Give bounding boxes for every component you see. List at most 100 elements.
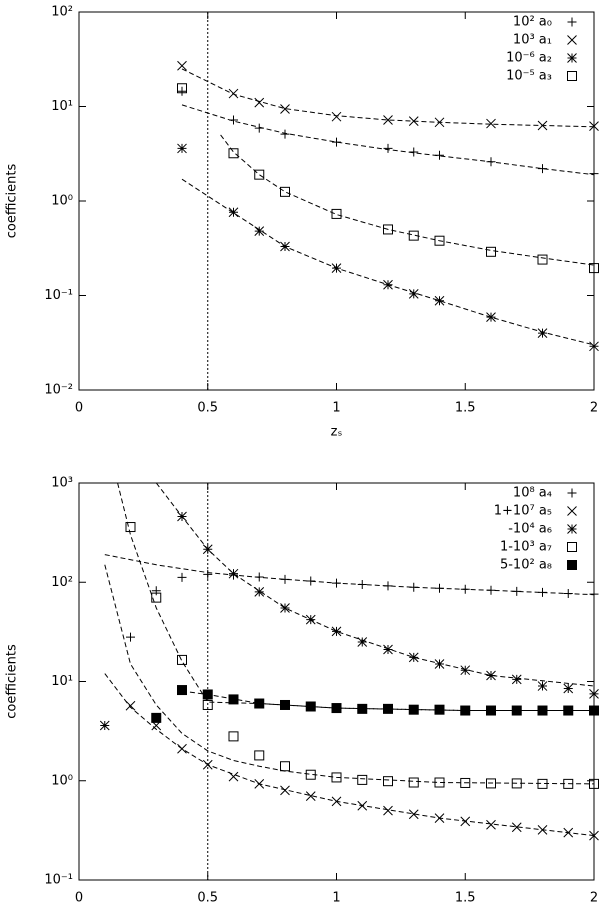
marker-square bbox=[305, 769, 316, 780]
legend-label: 1+10⁷ a₅ bbox=[494, 504, 552, 519]
marker-star bbox=[305, 614, 316, 625]
marker-filled-square bbox=[434, 704, 445, 715]
marker-square bbox=[177, 83, 187, 94]
marker-plus bbox=[563, 589, 573, 599]
marker-star bbox=[460, 665, 471, 676]
marker-filled-square bbox=[408, 704, 419, 715]
marker-cross bbox=[486, 819, 496, 830]
marker-plus bbox=[512, 586, 522, 596]
marker-plus bbox=[383, 143, 393, 153]
marker-filled-square bbox=[486, 705, 496, 716]
marker-square bbox=[486, 246, 496, 257]
marker-plus bbox=[435, 150, 444, 160]
marker-square bbox=[434, 777, 445, 788]
marker-star bbox=[434, 295, 445, 306]
marker-square bbox=[408, 230, 419, 241]
legend-label: 10⁻⁶ a₂ bbox=[506, 51, 552, 66]
legend-marker bbox=[567, 488, 577, 498]
marker-filled-square bbox=[305, 701, 316, 712]
marker-star bbox=[202, 544, 213, 555]
marker-cross bbox=[357, 800, 368, 811]
marker-cross bbox=[511, 822, 522, 833]
marker-star bbox=[589, 341, 599, 352]
marker-square bbox=[331, 772, 342, 783]
marker-square bbox=[537, 778, 548, 789]
y-axis-label: coefficients bbox=[5, 644, 20, 719]
marker-filled-square bbox=[280, 699, 290, 710]
marker-filled-square bbox=[589, 705, 599, 716]
marker-cross bbox=[589, 830, 599, 841]
fit-line bbox=[104, 673, 595, 837]
x-tick-label: 0.5 bbox=[197, 891, 218, 906]
marker-square bbox=[228, 731, 239, 742]
marker-plus bbox=[332, 578, 341, 588]
panel: 10⁻² 10⁻¹ 10⁰ 10¹ 10² 0 0.5 1 1.5 2 zₛ coefficients… bbox=[5, 5, 599, 440]
marker-square bbox=[202, 699, 213, 710]
marker-star bbox=[228, 207, 239, 218]
marker-star bbox=[383, 279, 393, 290]
marker-square bbox=[408, 777, 419, 788]
legend-marker bbox=[567, 35, 577, 45]
marker-cross bbox=[408, 116, 419, 126]
marker-star bbox=[177, 511, 187, 522]
y-tick-label: 10⁰ bbox=[51, 773, 73, 788]
marker-cross bbox=[125, 700, 136, 711]
marker-cross bbox=[228, 88, 239, 99]
marker-filled-square bbox=[254, 698, 265, 709]
y-tick-label: 10⁻¹ bbox=[44, 873, 73, 888]
marker-filled-square bbox=[202, 689, 213, 700]
marker-square bbox=[460, 777, 471, 788]
legend-marker bbox=[567, 53, 577, 63]
fit-line bbox=[220, 134, 595, 266]
marker-star bbox=[563, 683, 574, 694]
marker-star bbox=[254, 587, 265, 597]
marker-cross bbox=[383, 805, 393, 816]
marker-plus bbox=[280, 574, 290, 584]
x-tick-label: 2 bbox=[590, 401, 598, 416]
legend-label: 1-10³ a₇ bbox=[500, 540, 552, 555]
y-tick-label: 10¹ bbox=[51, 674, 73, 689]
y-tick-label: 10¹ bbox=[51, 99, 73, 114]
marker-cross bbox=[254, 97, 265, 108]
marker-plus bbox=[460, 584, 470, 594]
x-tick-label: 1.5 bbox=[455, 891, 476, 906]
marker-square bbox=[125, 522, 136, 533]
y-tick-label: 10⁰ bbox=[51, 194, 73, 209]
marker-cross bbox=[383, 115, 393, 125]
marker-plus bbox=[254, 572, 264, 582]
marker-plus bbox=[254, 123, 264, 133]
marker-square bbox=[280, 186, 290, 197]
marker-square bbox=[357, 774, 368, 785]
marker-star bbox=[280, 241, 290, 252]
marker-plus bbox=[486, 157, 496, 167]
fit-line bbox=[181, 178, 595, 346]
marker-cross bbox=[537, 825, 548, 835]
marker-plus bbox=[177, 572, 187, 582]
marker-filled-square bbox=[511, 705, 522, 716]
y-tick-label: 10² bbox=[51, 5, 73, 20]
panel: 10⁻¹10⁰10¹10²10³00.511.52zₛcoefficients1… bbox=[5, 476, 599, 906]
marker-cross bbox=[280, 785, 290, 796]
legend-label: 5-10² a₈ bbox=[500, 558, 552, 573]
legend-marker bbox=[567, 524, 577, 534]
marker-plus bbox=[203, 569, 213, 579]
marker-star bbox=[537, 681, 548, 691]
marker-square bbox=[563, 778, 574, 789]
legend-marker bbox=[567, 542, 577, 552]
marker-star bbox=[589, 689, 599, 699]
marker-square bbox=[511, 778, 522, 789]
marker-square bbox=[254, 169, 265, 180]
x-tick-label: 2 bbox=[590, 891, 598, 906]
marker-star bbox=[254, 226, 265, 236]
y-axis-label: coefficients bbox=[5, 164, 20, 239]
marker-plus bbox=[383, 581, 393, 591]
marker-square bbox=[331, 208, 342, 219]
marker-star bbox=[99, 720, 110, 731]
x-tick-label: 0.5 bbox=[197, 401, 218, 416]
marker-plus bbox=[589, 169, 599, 179]
marker-plus bbox=[589, 589, 599, 599]
marker-square bbox=[383, 224, 393, 235]
marker-filled-square bbox=[383, 703, 393, 714]
marker-star bbox=[331, 263, 342, 273]
